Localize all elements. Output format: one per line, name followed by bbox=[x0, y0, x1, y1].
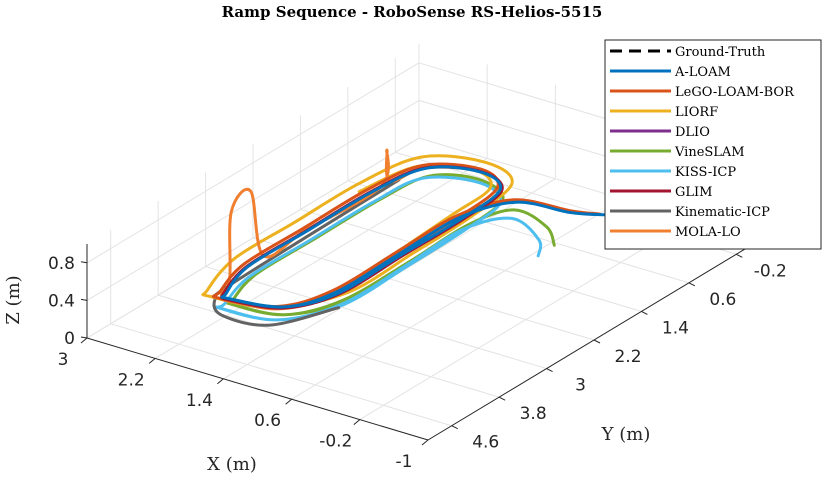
legend-label-ground-truth: Ground-Truth bbox=[675, 45, 766, 60]
y-tick-label: 3.8 bbox=[520, 404, 547, 424]
legend-label-vineslam: VineSLAM bbox=[674, 145, 745, 160]
x-tick bbox=[285, 398, 292, 405]
legend-label-mola-lo: MOLA-LO bbox=[675, 225, 741, 240]
y-tick-label: 3 bbox=[575, 376, 586, 396]
floor-gridline-y bbox=[252, 237, 595, 341]
x-tick bbox=[148, 358, 156, 364]
y-tick bbox=[498, 396, 506, 401]
legend-label-a-loam: A-LOAM bbox=[674, 65, 731, 80]
x-tick bbox=[217, 378, 224, 385]
y-tick bbox=[688, 282, 696, 287]
y-tick bbox=[593, 339, 601, 344]
chart-title: Ramp Sequence - RoboSense RS-Helios-5515 bbox=[222, 3, 603, 21]
y-tick-label: 4.6 bbox=[472, 433, 499, 453]
z-tick-label: 0.4 bbox=[48, 291, 75, 311]
x-tick bbox=[353, 419, 361, 425]
x-tick-label: 3 bbox=[58, 350, 69, 370]
series-line-kinematic-icp bbox=[212, 178, 401, 327]
x-axis-label: X (m) bbox=[207, 454, 257, 475]
floor-gridline-y bbox=[157, 294, 500, 398]
legend-label-lego-loam-bor: LeGO-LOAM-BOR bbox=[675, 85, 795, 100]
y-tick bbox=[451, 425, 458, 430]
axes: 3 2.2 1.4 0.6 -0.2 -1 -0.2 0.6 1.4 2.2 3 3.8 4.6 0 0.4… bbox=[48, 239, 787, 472]
x-tick bbox=[80, 337, 88, 344]
series-line-kiss-icp bbox=[214, 175, 543, 322]
z-tick-label: 0.8 bbox=[48, 254, 75, 274]
y-tick-label: 1.4 bbox=[662, 318, 689, 338]
x-tick-label: -1 bbox=[396, 452, 413, 472]
y-axis-label: Y (m) bbox=[601, 424, 651, 445]
z-tick bbox=[80, 336, 88, 339]
y-tick-label: 2.2 bbox=[614, 347, 641, 367]
z-axis-label: Z (m) bbox=[3, 275, 24, 324]
legend-label-kiss-icp: KISS-ICP bbox=[675, 165, 736, 180]
wall-gridline-z bbox=[86, 62, 420, 264]
series-lines bbox=[201, 148, 607, 327]
z-tick bbox=[80, 298, 88, 301]
x-axis-line bbox=[86, 337, 429, 441]
series-line-a-loam bbox=[220, 165, 607, 309]
z-tick-label: 0 bbox=[64, 329, 75, 349]
legend: Ground-Truth A-LOAM LeGO-LOAM-BOR LIORF DLIO… bbox=[604, 39, 822, 250]
y-tick-label: -0.2 bbox=[754, 261, 787, 281]
y-tick-label: 0.6 bbox=[709, 290, 736, 310]
x-tick-label: 0.6 bbox=[254, 411, 281, 431]
x-tick-label: -0.2 bbox=[319, 432, 352, 452]
floor-gridline-y bbox=[347, 180, 690, 284]
z-tick bbox=[80, 261, 88, 264]
y-tick bbox=[641, 310, 648, 315]
wall-gridline-z bbox=[86, 137, 420, 339]
floor-gridline-y bbox=[205, 266, 547, 370]
x-tick-label: 2.2 bbox=[118, 370, 145, 390]
legend-label-kinematic-icp: Kinematic-ICP bbox=[675, 205, 770, 220]
y-tick bbox=[736, 253, 743, 258]
legend-label-dlio: DLIO bbox=[675, 125, 710, 140]
legend-box bbox=[604, 39, 822, 250]
floor-gridline-y bbox=[110, 323, 452, 427]
y-tick bbox=[546, 368, 553, 373]
x-tick-label: 1.4 bbox=[186, 391, 213, 411]
series-line-liorf bbox=[201, 154, 514, 310]
floor-gridline-y bbox=[300, 208, 642, 312]
legend-label-liorf: LIORF bbox=[675, 105, 718, 120]
legend-label-glim: GLIM bbox=[675, 185, 712, 200]
x-tick bbox=[421, 439, 429, 446]
